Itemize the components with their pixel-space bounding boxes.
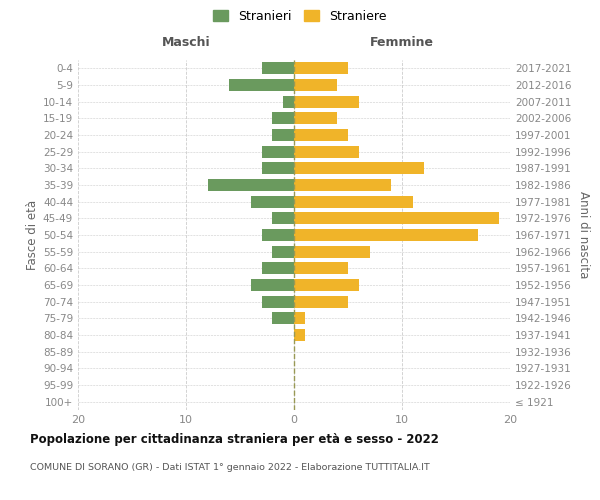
Bar [251, 279, 294, 291]
Bar [262, 162, 294, 174]
Bar [294, 296, 348, 308]
Bar [262, 62, 294, 74]
Legend: Stranieri, Straniere: Stranieri, Straniere [209, 6, 391, 26]
Bar [294, 79, 337, 91]
Y-axis label: Anni di nascita: Anni di nascita [577, 192, 590, 278]
Bar [294, 162, 424, 174]
Bar [262, 262, 294, 274]
Bar [294, 329, 305, 341]
Bar [262, 229, 294, 241]
Bar [272, 112, 294, 124]
Bar [208, 179, 294, 191]
Text: Femmine: Femmine [370, 36, 434, 49]
Text: COMUNE DI SORANO (GR) - Dati ISTAT 1° gennaio 2022 - Elaborazione TUTTITALIA.IT: COMUNE DI SORANO (GR) - Dati ISTAT 1° ge… [30, 462, 430, 471]
Text: Popolazione per cittadinanza straniera per età e sesso - 2022: Popolazione per cittadinanza straniera p… [30, 432, 439, 446]
Bar [272, 212, 294, 224]
Bar [294, 129, 348, 141]
Bar [294, 312, 305, 324]
Bar [294, 229, 478, 241]
Bar [229, 79, 294, 91]
Bar [294, 112, 337, 124]
Bar [294, 246, 370, 258]
Bar [262, 146, 294, 158]
Text: Maschi: Maschi [161, 36, 211, 49]
Bar [262, 296, 294, 308]
Bar [294, 179, 391, 191]
Bar [294, 196, 413, 207]
Bar [294, 146, 359, 158]
Bar [283, 96, 294, 108]
Bar [251, 196, 294, 207]
Bar [294, 212, 499, 224]
Bar [272, 246, 294, 258]
Bar [294, 62, 348, 74]
Bar [272, 129, 294, 141]
Bar [272, 312, 294, 324]
Bar [294, 262, 348, 274]
Bar [294, 279, 359, 291]
Bar [294, 96, 359, 108]
Y-axis label: Fasce di età: Fasce di età [26, 200, 39, 270]
